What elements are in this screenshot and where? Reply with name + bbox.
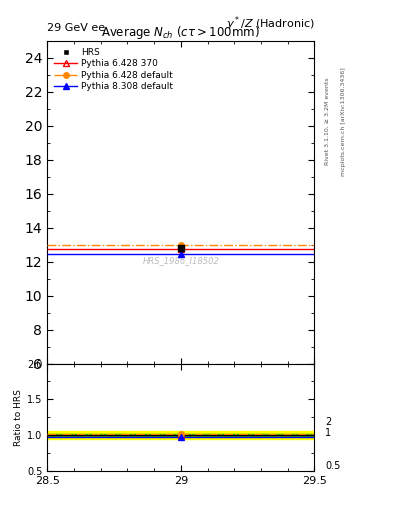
Text: 29 GeV ee: 29 GeV ee (47, 23, 105, 33)
Text: Rivet 3.1.10, ≥ 3.2M events: Rivet 3.1.10, ≥ 3.2M events (325, 78, 330, 165)
Text: 2: 2 (325, 417, 331, 428)
Text: 0.5: 0.5 (325, 461, 340, 471)
Text: 1: 1 (325, 429, 331, 438)
Text: $\gamma^*/Z$ (Hadronic): $\gamma^*/Z$ (Hadronic) (226, 15, 314, 33)
Legend: HRS, Pythia 6.428 370, Pythia 6.428 default, Pythia 8.308 default: HRS, Pythia 6.428 370, Pythia 6.428 defa… (51, 46, 176, 94)
Text: HRS_1986_I18502: HRS_1986_I18502 (142, 256, 219, 265)
Y-axis label: Ratio to HRS: Ratio to HRS (14, 389, 23, 446)
Text: mcplots.cern.ch [arXiv:1306.3436]: mcplots.cern.ch [arXiv:1306.3436] (341, 67, 346, 176)
Title: Average $N_{ch}$ ($c\tau > 100$mm): Average $N_{ch}$ ($c\tau > 100$mm) (101, 24, 260, 41)
